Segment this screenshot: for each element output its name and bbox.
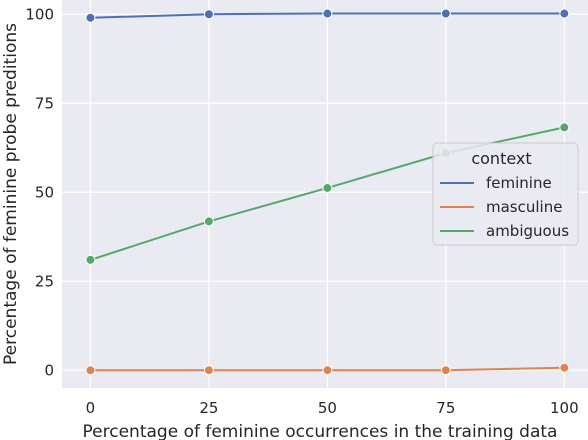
x-tick-label: 50	[318, 399, 337, 417]
data-point-feminine	[559, 8, 570, 19]
legend-label-feminine: feminine	[486, 174, 552, 192]
x-tick-label: 25	[199, 399, 218, 417]
legend-box	[432, 142, 579, 246]
x-tick-label: 0	[86, 399, 96, 417]
x-tick-label: 75	[436, 399, 455, 417]
legend-title: context	[471, 149, 531, 168]
data-point-masculine	[440, 365, 451, 376]
data-point-feminine	[440, 8, 451, 19]
data-point-masculine	[559, 362, 570, 373]
data-point-feminine	[322, 8, 333, 19]
y-tick-label: 50	[35, 184, 54, 202]
data-point-ambiguous	[322, 182, 333, 193]
x-axis-title: Percentage of feminine occurrences in th…	[83, 422, 558, 440]
y-tick-label: 100	[25, 6, 54, 24]
legend: context feminine masculine ambiguous	[432, 142, 579, 246]
y-tick-label: 0	[44, 362, 54, 380]
y-tick-label: 75	[35, 95, 54, 113]
data-point-masculine	[322, 365, 333, 376]
data-point-feminine	[85, 12, 96, 23]
y-tick-label: 25	[35, 273, 54, 291]
tick-labels: 0 25 50 75 100 0 25 50 75 100	[25, 6, 578, 417]
y-axis-title: Percentage of feminine probe preditions	[1, 23, 21, 365]
data-point-masculine	[203, 365, 214, 376]
data-point-feminine	[203, 9, 214, 20]
data-point-ambiguous	[559, 122, 570, 133]
data-point-ambiguous	[85, 254, 96, 265]
legend-label-masculine: masculine	[486, 198, 562, 216]
data-point-masculine	[85, 365, 96, 376]
legend-label-ambiguous: ambiguous	[486, 222, 569, 240]
legend-items: feminine masculine ambiguous	[440, 174, 569, 240]
data-point-ambiguous	[203, 216, 214, 227]
x-tick-label: 100	[550, 399, 579, 417]
